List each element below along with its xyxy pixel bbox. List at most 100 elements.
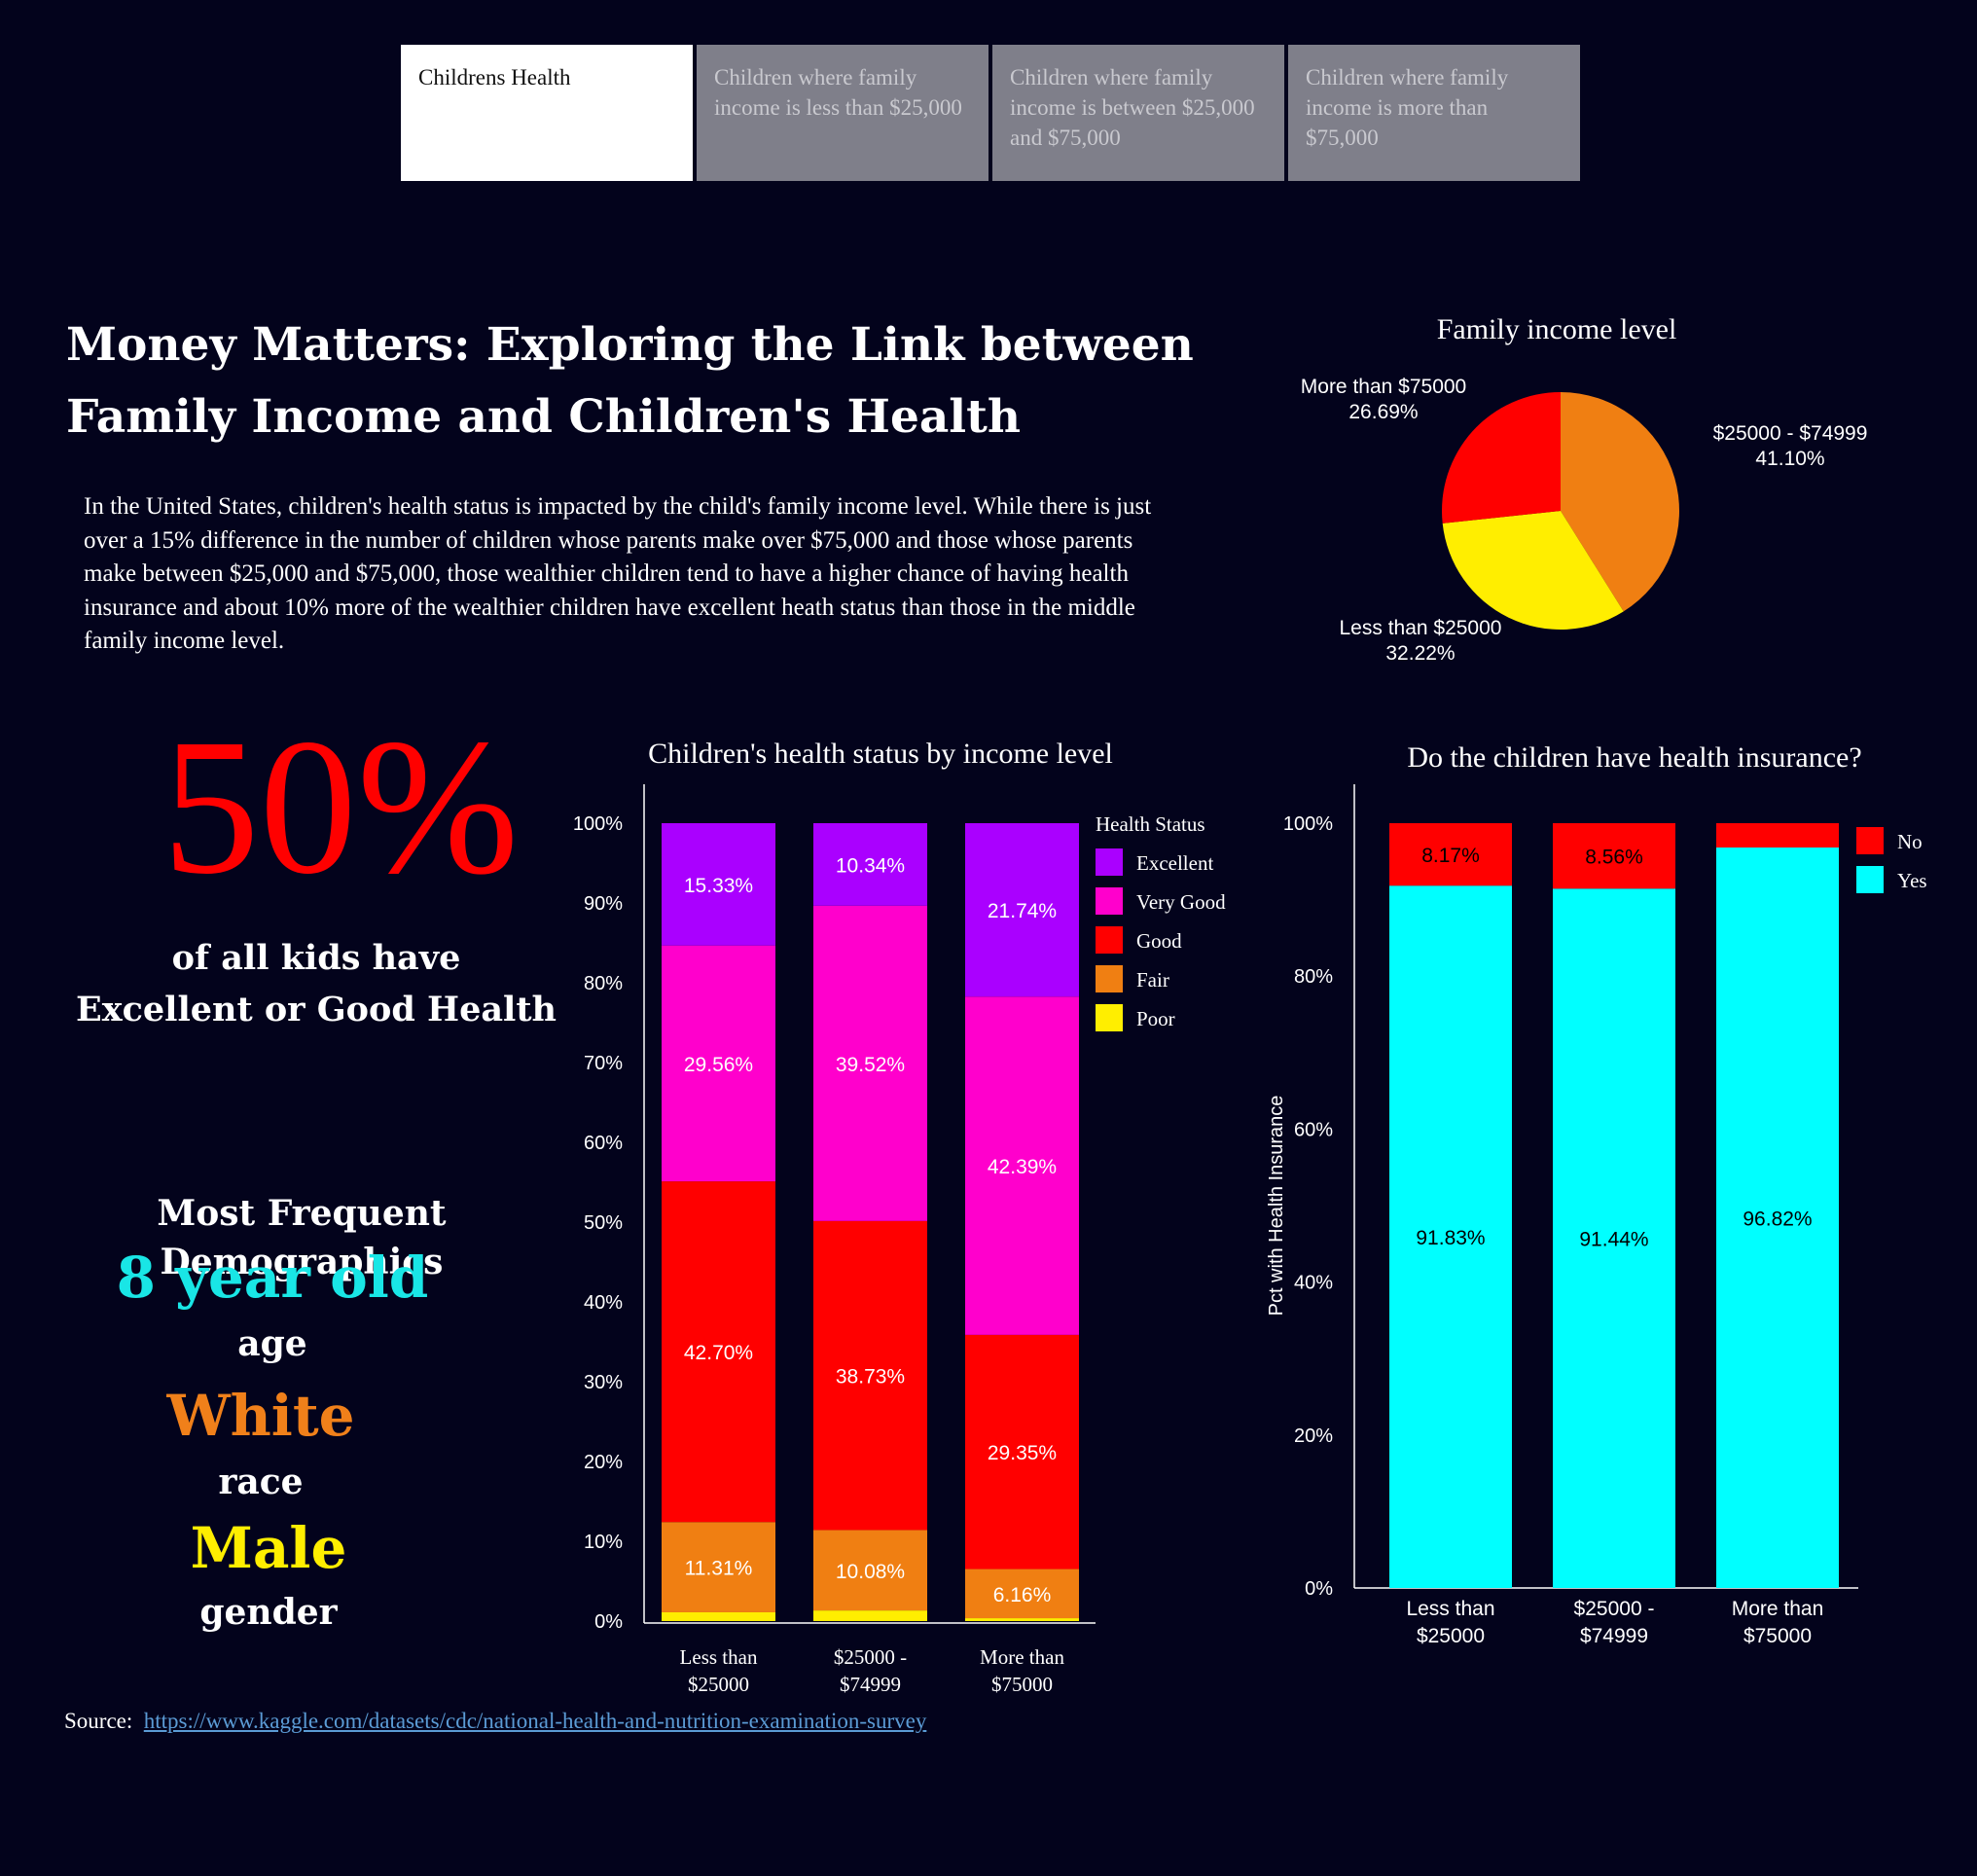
bar-label-yes-more-than-75000: 96.82% [1743,1208,1812,1230]
legend-label-excellent: Excellent [1136,851,1213,875]
bar-fair-more-than-75000 [965,1569,1079,1619]
legend-label-no: No [1897,830,1923,853]
bar-label-good-25000-74999: 38.73% [836,1366,905,1389]
tab-childrens-health[interactable]: Childrens Health [401,45,693,181]
bar-poor-more-than-75000 [965,1618,1079,1621]
x-tick-label-25000-74999: $25000 - [1574,1598,1655,1620]
bar-label-excellent-less-than-25000: 15.33% [684,875,753,897]
legend-swatch-no [1856,827,1884,854]
bar-label-no-less-than-25000: 8.17% [1421,845,1480,867]
x-tick-label-less-than-25000: $25000 [1417,1625,1485,1647]
intro-paragraph: In the United States, children's health … [84,493,1152,654]
y-tick-label: 40% [1294,1273,1333,1294]
big-stat-caption: of all kids have Excellent or Good Healt… [39,932,593,1035]
legend-label-very-good: Very Good [1136,890,1226,914]
pie-label-more-than-75000: More than $75000 [1301,376,1466,398]
demographic-gender-value: Male [190,1515,347,1581]
tab-income-more-75000[interactable]: Children where family income is more tha… [1288,45,1580,181]
bar-excellent-25000-74999 [813,823,927,906]
bar-label-yes-25000-74999: 91.44% [1579,1229,1648,1251]
pie-slice-25000-74999 [1561,392,1679,612]
pie-pct-less-than-25000: 32.22% [1385,642,1455,665]
x-tick-label-more-than-75000: More than [1732,1598,1824,1620]
y-tick-label: 80% [1294,966,1333,988]
y-tick-label: 90% [584,893,623,915]
bar-good-less-than-25000 [662,1181,775,1523]
demographic-age-value: 8 year old [116,1245,429,1311]
bar-yes-less-than-25000 [1389,885,1512,1588]
bar-no-less-than-25000 [1389,823,1512,886]
y-tick-label: 100% [1283,813,1333,835]
bar-label-excellent-more-than-75000: 21.74% [988,900,1057,922]
bar-excellent-more-than-75000 [965,823,1079,997]
bar-yes-more-than-75000 [1716,847,1839,1588]
y-tick-label: 10% [584,1532,623,1553]
x-tick-label-less-than-25000: Less than [680,1645,758,1669]
bar-good-25000-74999 [813,1220,927,1531]
page-title-line-2: Family Income and Children's Health [66,390,1022,444]
legend-label-fair: Fair [1136,968,1169,992]
health-status-chart: 0% 10% 20% 30% 40% 50% 60% 70% 80% 90% 100% 11.31% 4… [573,784,1226,1696]
demographic-gender-label: gender [199,1592,338,1633]
bar-poor-25000-74999 [813,1610,927,1621]
legend-title: Health Status [1096,812,1205,836]
pie-slice-more-than-75000 [1442,392,1561,523]
y-tick-label: 100% [573,813,623,835]
big-stat-caption-line-1: of all kids have [171,938,461,978]
page-title: Money Matters: Exploring the Link betwee… [66,309,1214,453]
y-tick-label: 70% [584,1053,623,1074]
bar-label-fair-25000-74999: 10.08% [836,1561,905,1583]
bar-very-good-25000-74999 [813,905,927,1221]
x-tick-label-25000-74999: $74999 [840,1673,901,1696]
legend-swatch-excellent [1096,848,1123,876]
y-axis-title: Pct with Health Insurance [1266,1096,1287,1317]
y-tick-label: 60% [1294,1119,1333,1140]
legend-swatch-fair [1096,965,1123,992]
legend-label-yes: Yes [1897,869,1927,892]
x-tick-label-more-than-75000: $75000 [991,1673,1053,1696]
demographic-race-value: White [166,1383,355,1449]
pie-label-25000-74999: $25000 - $74999 [1713,422,1868,445]
bar-very-good-less-than-25000 [662,945,775,1182]
y-tick-label: 50% [584,1212,623,1234]
tab-income-25000-75000[interactable]: Children where family income is between … [992,45,1284,181]
bar-label-good-less-than-25000: 42.70% [684,1342,753,1364]
x-tick-label-more-than-75000: More than [980,1645,1064,1669]
x-tick-label-more-than-75000: $75000 [1743,1625,1812,1647]
demographics-heading: Most Frequent Demographics [157,1193,447,1282]
pie-label-less-than-25000: Less than $25000 [1340,617,1502,639]
big-stat-caption-line-2: Excellent or Good Health [76,990,557,1029]
source-line: Source: https://www.kaggle.com/datasets/… [64,1709,926,1734]
pie-slice-less-than-25000 [1442,511,1624,630]
bar-yes-25000-74999 [1553,888,1675,1588]
bar-label-very-good-25000-74999: 39.52% [836,1054,905,1076]
insurance-chart: 0% 20% 40% 60% 80% 100% 91.83% 8.17% Less than $2… [1266,784,1927,1647]
x-tick-label-less-than-25000: $25000 [688,1673,749,1696]
y-tick-label: 60% [584,1133,623,1154]
source-label: Source: [64,1709,133,1733]
bar-good-more-than-75000 [965,1334,1079,1569]
x-tick-label-less-than-25000: Less than [1406,1598,1494,1620]
pie-pct-more-than-75000: 26.69% [1348,401,1418,423]
bar-label-no-25000-74999: 8.56% [1585,847,1643,869]
x-tick-label-25000-74999: $25000 - [834,1645,907,1669]
legend-label-good: Good [1136,929,1182,953]
bar-label-excellent-25000-74999: 10.34% [836,854,905,877]
y-tick-label: 20% [584,1452,623,1473]
y-tick-label: 0% [594,1611,623,1633]
bar-very-good-more-than-75000 [965,996,1079,1335]
bar-label-very-good-less-than-25000: 29.56% [684,1054,753,1076]
source-link[interactable]: https://www.kaggle.com/datasets/cdc/nati… [143,1709,927,1733]
bar-poor-less-than-25000 [662,1611,775,1621]
tab-income-less-25000[interactable]: Children where family income is less tha… [697,45,988,181]
y-tick-label: 30% [584,1372,623,1393]
x-tick-label-25000-74999: $74999 [1580,1625,1648,1647]
bar-excellent-less-than-25000 [662,823,775,946]
page-title-line-1: Money Matters: Exploring the Link betwee… [66,318,1194,372]
bar-label-very-good-more-than-75000: 42.39% [988,1156,1057,1178]
big-stat-value: 50% [162,700,520,915]
demographic-age-label: age [237,1323,307,1364]
bar-fair-25000-74999 [813,1530,927,1611]
legend-swatch-yes [1856,866,1884,893]
y-tick-label: 0% [1305,1578,1333,1600]
